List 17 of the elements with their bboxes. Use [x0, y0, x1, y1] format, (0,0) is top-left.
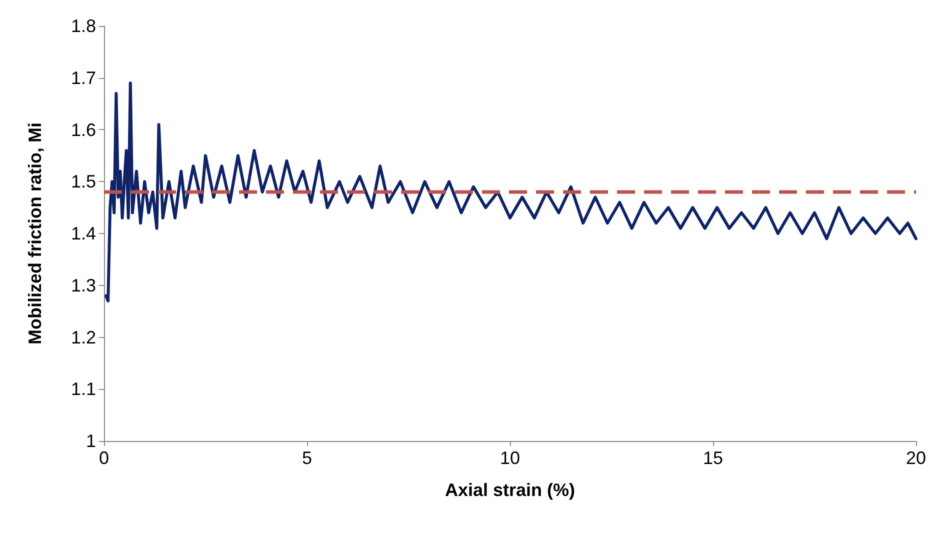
x-tick-label: 5	[302, 448, 312, 468]
y-tick-label: 1.1	[70, 379, 96, 400]
y-tick-label: 1.2	[70, 327, 96, 348]
x-tick-label: 10	[500, 448, 520, 468]
x-axis-title: Axial strain (%)	[444, 480, 576, 500]
x-tick-label: 0	[98, 448, 110, 468]
x-tick-label: 20	[906, 448, 926, 468]
y-tick-label: 1.4	[70, 224, 96, 244]
y-tick-label: 1.6	[70, 120, 96, 140]
y-tick-label: 1.5	[70, 172, 96, 192]
x-tick-label: 15	[702, 448, 724, 468]
y-tick-label: 1.7	[70, 68, 96, 88]
y-tick-label: 1.3	[70, 275, 96, 296]
y-tick-label: 1.8	[70, 16, 96, 36]
line-series	[104, 82, 918, 302]
y-axis-title: Mobilized friction ratio, Mi	[25, 122, 45, 344]
y-tick-label: 1	[86, 431, 96, 451]
